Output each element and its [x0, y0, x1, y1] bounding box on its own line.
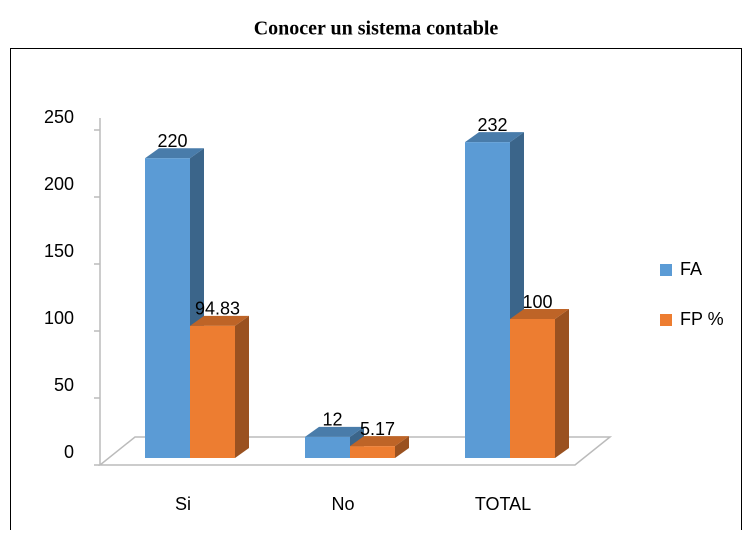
bar-face [145, 148, 204, 159]
value-label: 12 [322, 410, 342, 430]
x-tick-label: TOTAL [475, 494, 531, 514]
bar-face [145, 158, 190, 458]
bar-face [465, 132, 524, 143]
y-tick-label: 100 [44, 308, 74, 328]
bar-face [190, 315, 249, 326]
bar-face [510, 309, 569, 319]
x-tick-label: Si [175, 494, 191, 514]
bar-face [190, 325, 235, 458]
value-label: 94.83 [195, 299, 240, 319]
bar-face [465, 142, 510, 458]
y-tick-label: 200 [44, 174, 74, 194]
value-label: 5.17 [360, 419, 395, 439]
bar-face [555, 309, 569, 458]
bar [350, 436, 409, 458]
x-tick-label: No [331, 494, 354, 514]
bar [510, 309, 569, 458]
y-tick-label: 50 [54, 375, 74, 395]
chart-frame [10, 48, 742, 535]
bar-face [235, 315, 249, 458]
bar-face [510, 319, 555, 458]
legend-label: FA [680, 259, 702, 279]
value-label: 232 [477, 115, 507, 135]
chart-title: Conocer un sistema contable [254, 18, 499, 40]
bar-face [305, 436, 350, 458]
bar [190, 315, 249, 458]
bar-face [350, 436, 409, 447]
legend-label: FP % [680, 309, 724, 329]
y-tick-label: 0 [64, 442, 74, 462]
legend-swatch [660, 314, 672, 326]
bar-face [350, 446, 395, 458]
bar [305, 426, 364, 458]
legend-swatch [660, 264, 672, 276]
bar-face [395, 436, 409, 458]
value-label: 100 [522, 292, 552, 312]
y-tick-label: 250 [44, 107, 74, 127]
bar [145, 148, 204, 458]
bar-face [305, 426, 364, 437]
y-tick-label: 150 [44, 241, 74, 261]
value-label: 220 [157, 131, 187, 151]
